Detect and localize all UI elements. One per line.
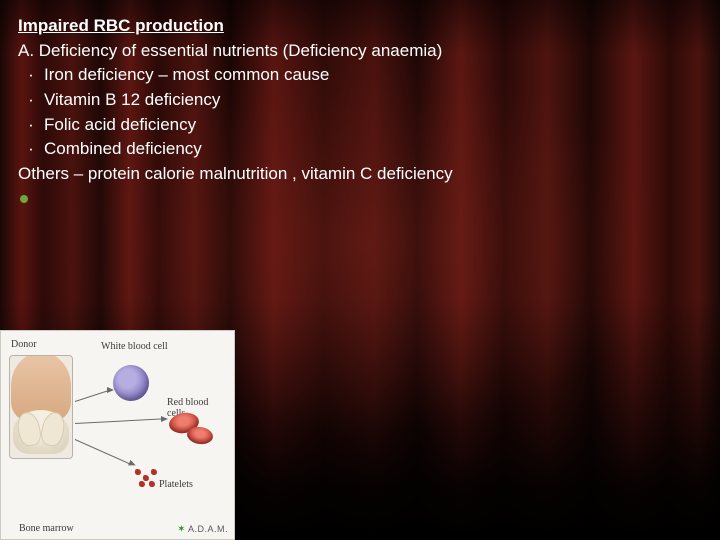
arrow-line: [75, 418, 163, 424]
heading: Impaired RBC production: [18, 14, 702, 39]
red-blood-cell-icon: [186, 425, 214, 445]
bullet-text: Iron deficiency – most common cause: [44, 63, 329, 88]
bullet-row: · Combined deficiency: [18, 137, 702, 162]
bullet-row: · Vitamin B 12 deficiency: [18, 88, 702, 113]
trailing-green-bullet: [18, 186, 702, 211]
label-bone-marrow: Bone marrow: [19, 523, 74, 534]
slide: Impaired RBC production A. Deficiency of…: [0, 0, 720, 540]
arrow-head: [161, 416, 168, 422]
bullet-dot: ·: [18, 88, 44, 113]
bullet-dot: ·: [18, 63, 44, 88]
bullet-dot: ·: [18, 113, 44, 138]
arrow-line: [75, 390, 110, 402]
line-a: A. Deficiency of essential nutrients (De…: [18, 39, 702, 64]
bullet-row: · Folic acid deficiency: [18, 113, 702, 138]
donor-illustration: [9, 355, 73, 459]
label-donor: Donor: [11, 339, 37, 350]
text-content: Impaired RBC production A. Deficiency of…: [18, 14, 702, 211]
white-blood-cell-icon: [113, 365, 149, 401]
bullet-text: Vitamin B 12 deficiency: [44, 88, 220, 113]
bullet-row: · Iron deficiency – most common cause: [18, 63, 702, 88]
platelet-icon: [139, 481, 145, 487]
platelet-icon: [135, 469, 141, 475]
arrow-head: [128, 460, 137, 468]
figure-credit: ✶A.D.A.M.: [177, 524, 228, 535]
bullet-text: Combined deficiency: [44, 137, 202, 162]
label-platelets: Platelets: [159, 479, 193, 490]
bone-marrow-figure: Donor White blood cell Red blood cells P…: [0, 330, 235, 540]
bullet-dot: ·: [18, 137, 44, 162]
others-line: Others – protein calorie malnutrition , …: [18, 162, 702, 187]
arrow-line: [75, 439, 130, 464]
platelet-icon: [151, 469, 157, 475]
platelet-icon: [143, 475, 149, 481]
platelet-icon: [149, 481, 155, 487]
bullet-text: Folic acid deficiency: [44, 113, 196, 138]
label-wbc: White blood cell: [101, 341, 168, 352]
